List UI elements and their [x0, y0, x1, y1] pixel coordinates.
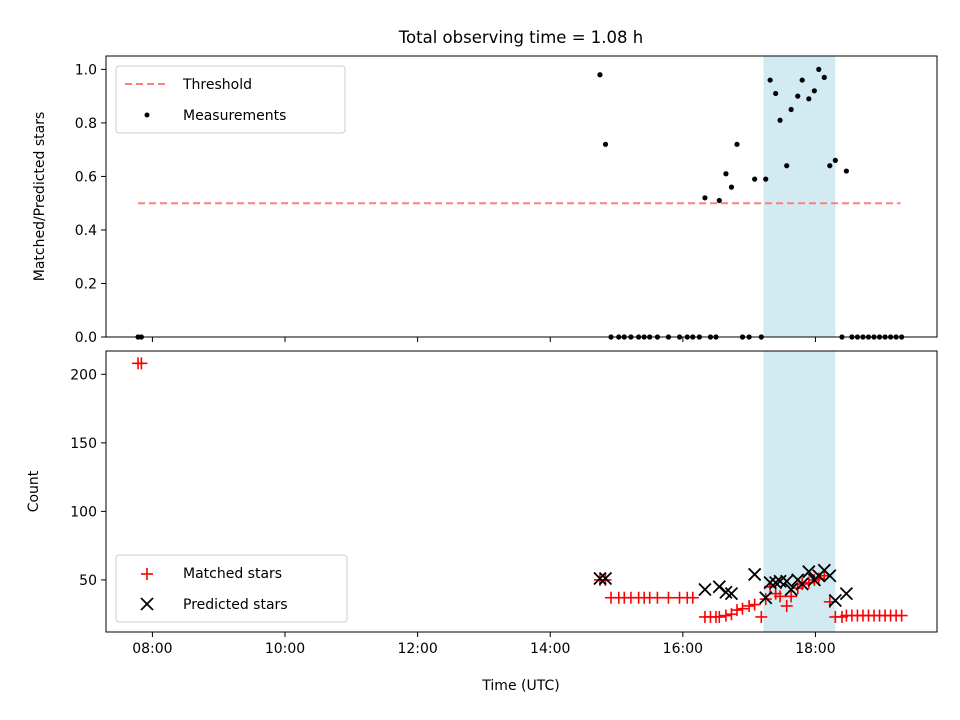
measurement-point	[777, 117, 783, 123]
predicted-star-point	[839, 586, 854, 601]
x-tick-label: 08:00	[132, 641, 172, 657]
ratio-legend: Threshold Measurements	[115, 65, 346, 134]
measurement-point	[784, 163, 790, 169]
measurement-point	[806, 96, 812, 102]
measurement-point	[773, 90, 779, 97]
matched-star-point	[748, 598, 761, 611]
matched-star-point	[759, 593, 772, 606]
ratio-y-tick-label: 0.0	[75, 330, 97, 346]
predicted-star-point	[724, 586, 739, 601]
measurement-point	[723, 171, 729, 177]
predicted-star-point	[784, 582, 798, 597]
predicted-star-point	[773, 574, 787, 588]
predicted-star-point	[698, 582, 712, 597]
ratio-y-tick-label: 1.0	[75, 62, 97, 78]
measurement-point	[795, 93, 801, 99]
predicted-star-point	[759, 591, 773, 605]
ratio-x-ticks	[151, 337, 816, 342]
matched-star-point	[774, 590, 787, 603]
count-x-ticks: 08:00 10:00 12:00 14:00 16:00 18:00	[132, 632, 836, 657]
x-tick-label: 16:00	[663, 641, 703, 657]
measurement-points	[135, 66, 905, 340]
matched-star-point	[785, 590, 798, 603]
legend-matched-swatch	[141, 568, 153, 580]
predicted-star-point	[823, 569, 837, 583]
x-tick-label: 18:00	[795, 641, 835, 657]
legend-predicted-swatch	[140, 597, 154, 611]
matched-star-point	[780, 599, 793, 612]
ratio-axes-frame	[105, 55, 938, 338]
measurement-point	[788, 106, 794, 113]
measurement-point	[816, 66, 822, 72]
ratio-panel: 0.0 0.2 0.4 0.6 0.8 1.0 Matched/Predicted sta…	[32, 55, 938, 346]
count-axes-frame	[105, 350, 938, 633]
count-legend: Matched stars Predicted stars	[115, 554, 348, 623]
matched-star-point	[736, 602, 749, 615]
ratio-y-tick-label: 0.8	[75, 116, 97, 132]
measurement-point	[832, 157, 838, 163]
measurement-point	[811, 88, 817, 94]
matched-star-point	[719, 609, 732, 622]
predicted-stars-points	[593, 563, 854, 608]
x-tick-label: 12:00	[397, 641, 437, 657]
predicted-star-point	[780, 574, 794, 588]
predicted-star-point	[598, 571, 613, 586]
matched-star-point	[730, 604, 743, 617]
matched-star-point	[686, 591, 699, 604]
ratio-legend-box	[115, 65, 346, 134]
count-y-ticks: 50 100 150 200	[70, 367, 106, 589]
measurement-point	[843, 168, 849, 174]
measurement-point	[752, 176, 758, 182]
legend-predicted-label: Predicted stars	[183, 597, 288, 613]
matched-star-point	[818, 569, 831, 582]
measurement-point	[602, 141, 609, 147]
predicted-star-point	[748, 567, 762, 582]
legend-matched-label: Matched stars	[183, 566, 282, 582]
ratio-y-tick-label: 0.2	[75, 276, 97, 292]
measurement-point	[767, 77, 773, 83]
legend-measurement-label: Measurements	[183, 108, 286, 124]
predicted-star-point	[828, 593, 842, 608]
count-panel: 08:00 10:00 12:00 14:00 16:00 18:00 50 100 150 2…	[26, 350, 938, 694]
ratio-y-tick-label: 0.4	[75, 223, 97, 239]
matched-star-point	[895, 609, 908, 622]
ratio-y-ticks: 0.0 0.2 0.4 0.6 0.8 1.0	[75, 62, 106, 346]
count-highlight-band	[763, 351, 836, 632]
measurement-point	[763, 176, 769, 182]
matched-star-point	[743, 599, 756, 612]
legend-measurement-swatch	[144, 112, 150, 118]
count-legend-box	[115, 554, 348, 623]
count-y-tick-label: 200	[70, 367, 97, 383]
legend-threshold-label: Threshold	[182, 77, 252, 93]
measurement-point	[728, 184, 735, 190]
count-y-tick-label: 150	[70, 436, 97, 452]
measurement-point	[702, 195, 708, 201]
measurement-point	[821, 74, 827, 81]
matched-star-point	[651, 591, 664, 604]
measurement-point	[734, 141, 740, 147]
matched-star-point	[135, 357, 148, 370]
ratio-highlight-band	[763, 56, 836, 337]
chart-title: Total observing time = 1.08 h	[398, 28, 643, 47]
x-axis-label: Time (UTC)	[481, 678, 559, 694]
x-tick-label: 10:00	[265, 641, 305, 657]
count-y-axis-label: Count	[26, 470, 42, 512]
measurement-point	[716, 197, 722, 204]
measurement-point	[827, 163, 833, 169]
count-y-tick-label: 50	[79, 573, 97, 589]
x-tick-label: 14:00	[530, 641, 570, 657]
predicted-star-point	[593, 571, 607, 586]
measurement-point	[597, 72, 603, 78]
predicted-star-point	[795, 577, 809, 591]
ratio-y-axis-label: Matched/Predicted stars	[32, 112, 48, 282]
predicted-star-point	[802, 565, 816, 579]
matched-star-point	[755, 610, 768, 623]
ratio-y-tick-label: 0.6	[75, 169, 97, 185]
measurement-point	[799, 77, 805, 83]
predicted-star-point	[769, 576, 783, 590]
count-y-tick-label: 100	[70, 504, 97, 520]
matched-star-point	[662, 591, 675, 604]
matched-star-point	[713, 610, 726, 623]
